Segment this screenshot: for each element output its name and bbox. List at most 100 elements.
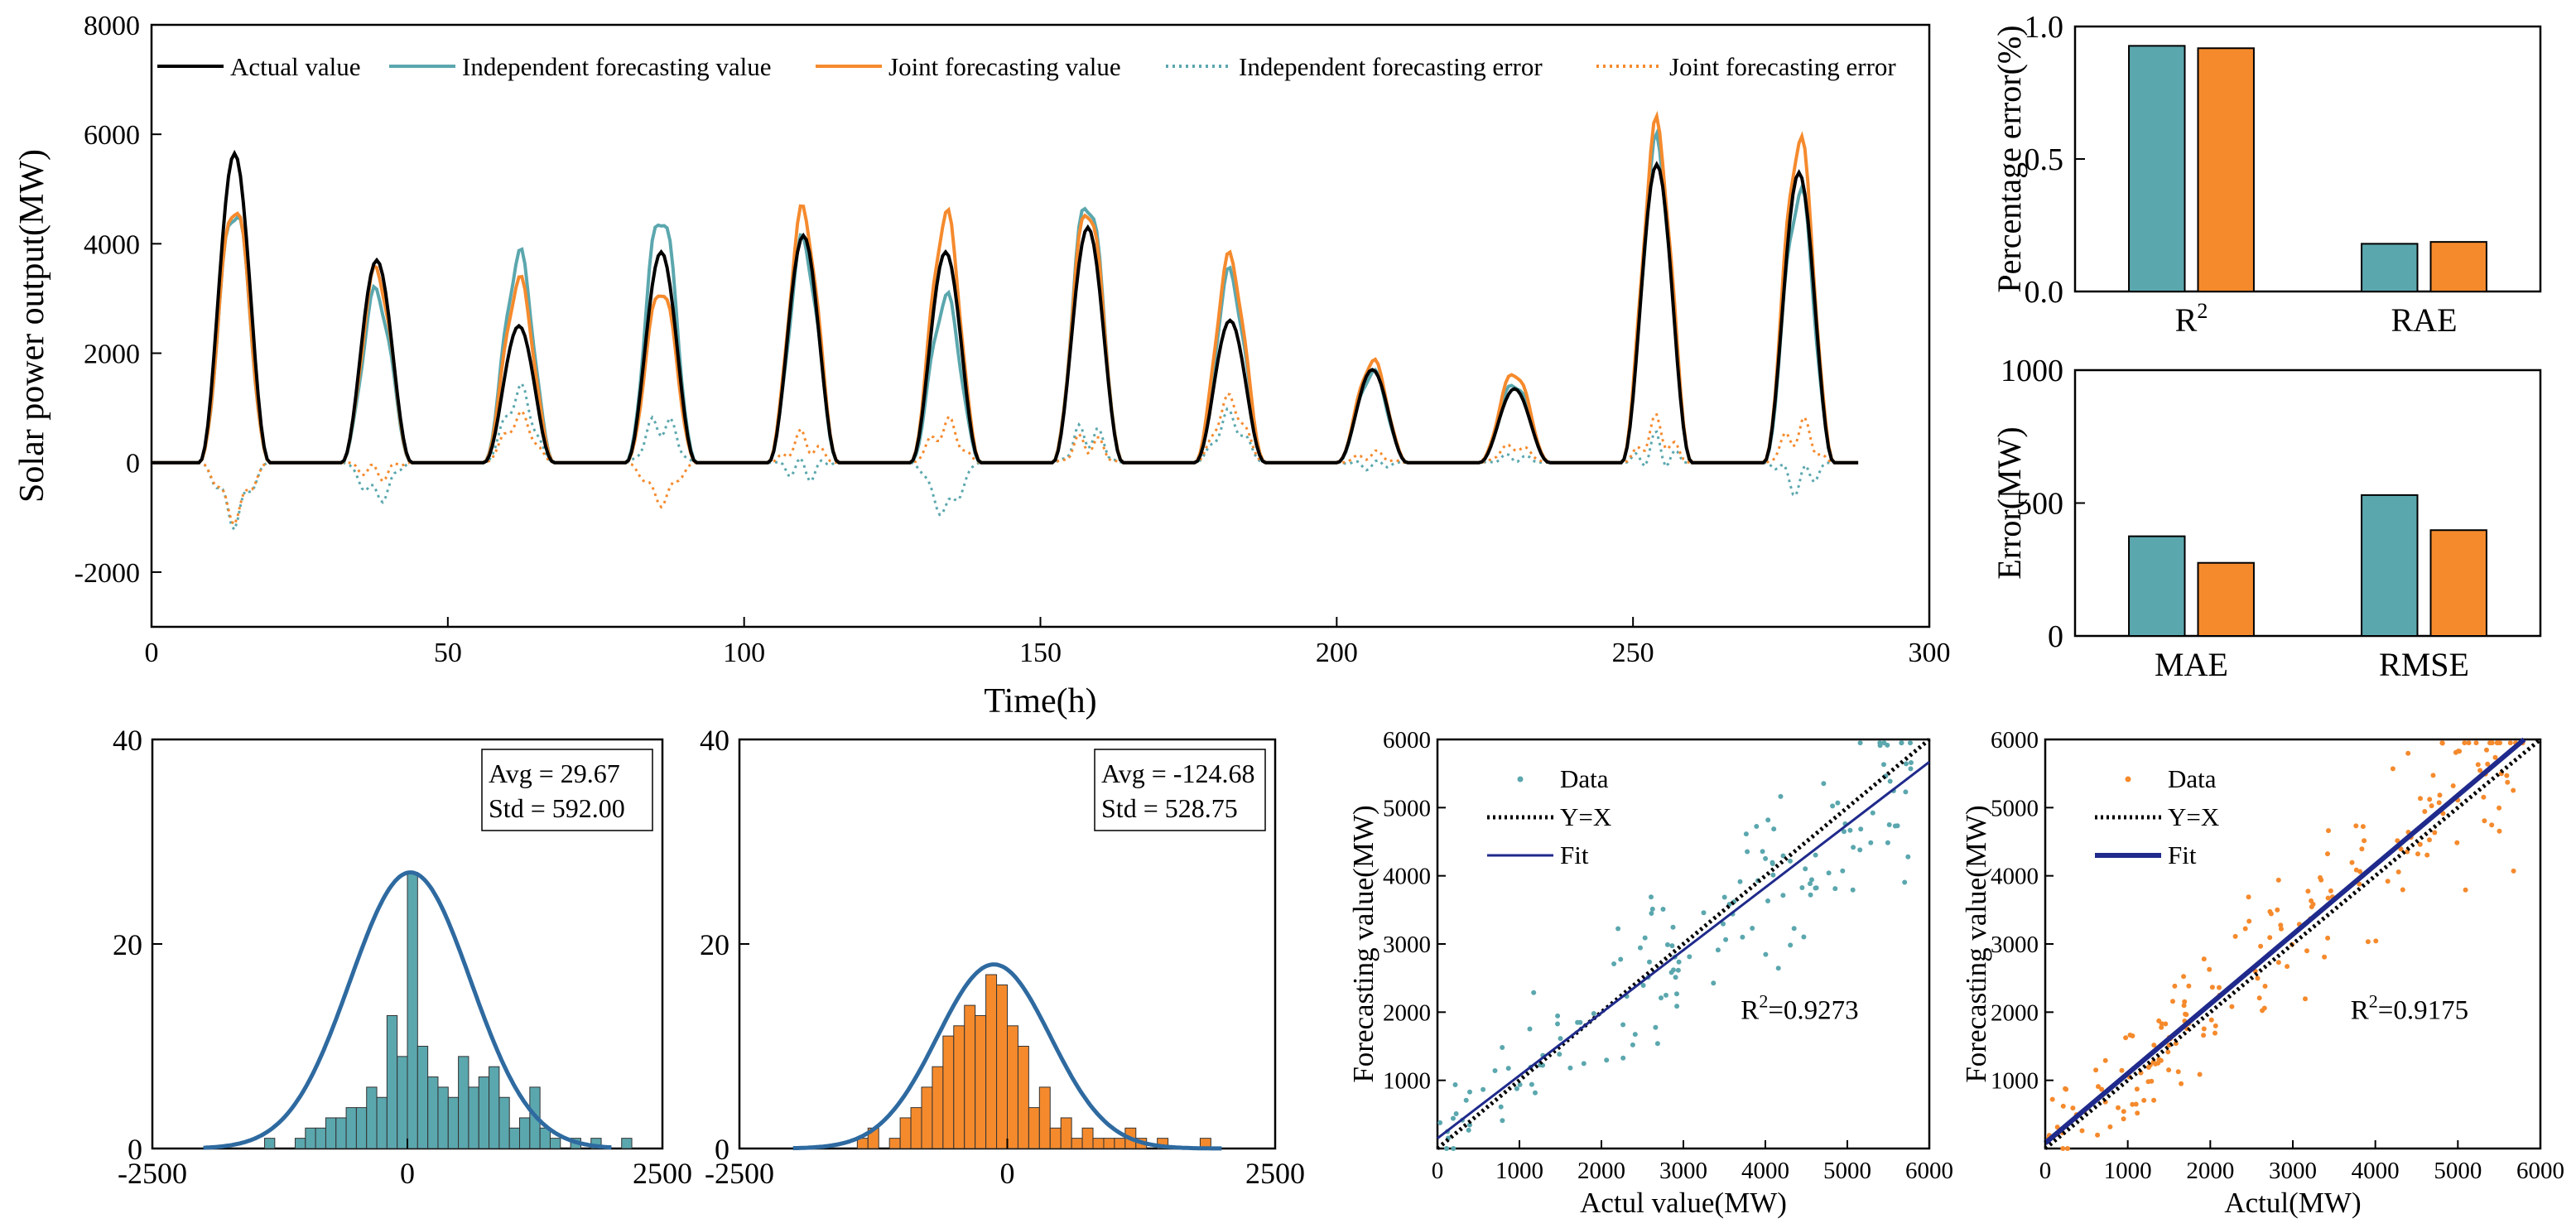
y-axis-label: Forecasting value(MW): [1347, 805, 1379, 1082]
legend-label: Data: [1560, 764, 1609, 793]
fit-line: [2044, 737, 2526, 1145]
data-point: [2417, 841, 2423, 847]
data-point: [2079, 1128, 2085, 1134]
data-point: [1670, 924, 1676, 930]
data-point: [1909, 760, 1914, 765]
data-point: [2492, 754, 2498, 760]
data-point: [2325, 935, 2331, 941]
data-point: [2099, 1086, 2105, 1092]
data-point: [2485, 761, 2491, 767]
hist-bin: [910, 1107, 922, 1149]
data-point: [1451, 1146, 1457, 1151]
data-point: [1467, 1122, 1472, 1128]
data-point: [2262, 984, 2268, 989]
data-point: [1664, 941, 1670, 947]
x-tick-label: 250: [1612, 638, 1654, 668]
r-squared-annotation: R2=0.9175: [2351, 991, 2468, 1026]
hist-bin: [376, 1096, 388, 1149]
data-point: [2182, 999, 2188, 1004]
data-point: [1902, 879, 1908, 885]
y-tick-label: 2000: [84, 340, 140, 370]
y-tick-label: 40: [113, 724, 142, 757]
data-point: [1567, 1065, 1573, 1071]
x-tick-label: 6000: [1905, 1158, 1953, 1184]
y-tick-label: 2000: [1383, 999, 1431, 1026]
hist-bin: [264, 1138, 276, 1149]
hist-bin: [1038, 1086, 1051, 1149]
data-point: [1771, 826, 1777, 832]
data-point: [2209, 985, 2215, 990]
hist-bin: [1092, 1138, 1105, 1149]
stats-line: Std = 592.00: [489, 793, 625, 823]
y-tick-label: 40: [700, 724, 729, 757]
data-point: [1467, 1089, 1472, 1095]
data-point: [2151, 1043, 2157, 1048]
x-tick-label: 0: [400, 1157, 415, 1190]
data-point: [2166, 1067, 2172, 1073]
data-point: [2390, 766, 2395, 772]
data-point: [1808, 881, 1813, 887]
data-point: [1529, 1081, 1534, 1087]
data-point: [2130, 1101, 2135, 1107]
hist-bin: [942, 1035, 955, 1149]
data-point: [1674, 991, 1679, 997]
legend-label: Independent forecasting error: [1239, 52, 1543, 81]
data-point: [2466, 740, 2472, 746]
y-tick-label: 0: [715, 1133, 729, 1166]
data-point: [1821, 781, 1827, 787]
data-point: [1555, 1013, 1561, 1019]
data-point: [1750, 926, 1755, 931]
data-point: [1763, 855, 1769, 861]
data-point: [2145, 1079, 2151, 1085]
r-base: R: [2351, 996, 2369, 1026]
data-point: [2430, 773, 2436, 778]
data-point: [2102, 1057, 2108, 1063]
hist-bin: [397, 1056, 408, 1149]
x-tick-label: 4000: [2352, 1158, 2400, 1184]
data-point: [1908, 740, 1913, 746]
legend-label: Fit: [2168, 840, 2197, 869]
data-point: [2172, 983, 2178, 989]
data-point: [2494, 740, 2500, 746]
data-point: [2489, 822, 2495, 828]
stats-line: Avg = 29.67: [489, 758, 620, 788]
bar-joint: [2429, 529, 2487, 638]
stats-line: Avg = -124.68: [1101, 758, 1254, 788]
data-point: [2246, 918, 2252, 924]
data-point: [2096, 1084, 2101, 1090]
data-point: [1769, 861, 1775, 866]
bar-joint: [2197, 47, 2255, 293]
data-point: [2258, 943, 2264, 949]
data-point: [1840, 868, 1846, 874]
x-tick-label: 0: [1000, 1157, 1015, 1190]
data-point: [2275, 960, 2281, 966]
y-tick-label: 20: [113, 928, 142, 961]
x-tick-label: 200: [1316, 638, 1358, 668]
r-squared-annotation: R2=0.9273: [1741, 991, 1858, 1026]
stats-box: [481, 749, 653, 831]
stats-line: Std = 528.75: [1101, 793, 1238, 823]
data-point: [1850, 887, 1856, 893]
data-point: [1555, 1021, 1560, 1027]
data-point: [1715, 947, 1721, 953]
data-point: [1591, 1011, 1596, 1016]
hist-bin: [315, 1127, 326, 1149]
data-point: [1517, 1081, 1523, 1087]
x-tick-label: 2500: [633, 1157, 692, 1190]
y-tick-label: 1000: [2001, 354, 2063, 388]
y-tick-label: 3000: [1991, 932, 2039, 958]
hist-bin: [1071, 1138, 1083, 1149]
data-point: [1842, 829, 1847, 835]
data-point: [1813, 885, 1818, 891]
data-point: [1760, 849, 1765, 855]
data-point: [1711, 980, 1717, 986]
data-point: [1885, 840, 1890, 845]
data-point: [2229, 1004, 2235, 1009]
data-point: [2279, 926, 2284, 932]
data-point: [2475, 762, 2481, 768]
data-point: [1775, 966, 1781, 971]
data-point: [2481, 794, 2487, 800]
y-tick-label: 0: [128, 1133, 142, 1166]
y-tick-label: 0.5: [2025, 142, 2064, 177]
legend-label: Y=X: [1560, 802, 1611, 831]
